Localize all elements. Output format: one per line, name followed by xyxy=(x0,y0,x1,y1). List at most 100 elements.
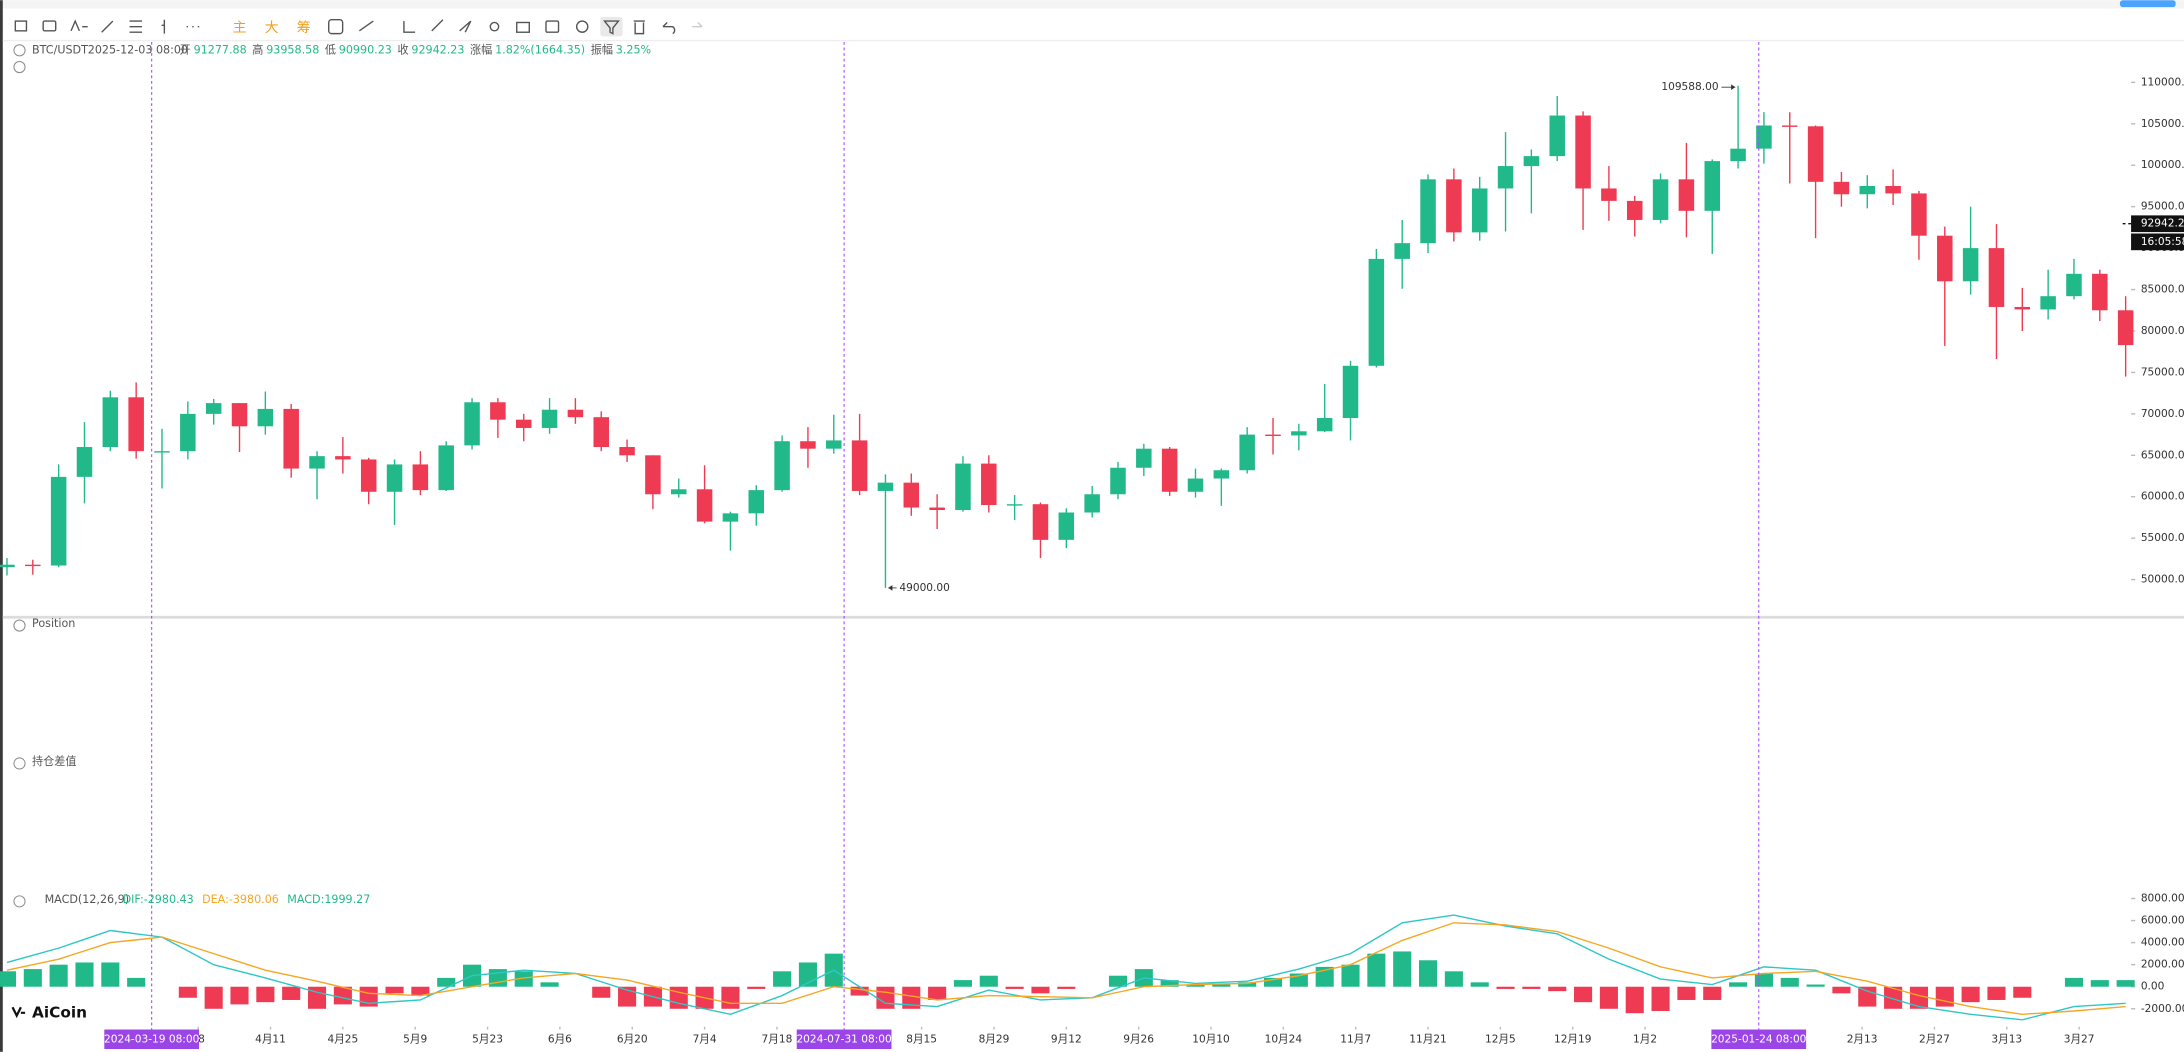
pane-label: 持仓差值 xyxy=(32,754,77,768)
info-symbol: BTC/USDT xyxy=(32,43,88,56)
histogram-bar xyxy=(902,986,921,1009)
toolbar-button[interactable]: 大 xyxy=(265,20,279,36)
histogram-bar xyxy=(979,975,998,987)
candle-body xyxy=(567,409,584,418)
tool-icon[interactable] xyxy=(662,21,676,35)
candle-body xyxy=(2117,310,2134,346)
y-tick-label: 110000.00 xyxy=(2141,76,2184,88)
candle-body xyxy=(1601,188,1617,201)
info-label: 涨幅 xyxy=(470,43,492,56)
info-fields: 开 91277.88 高 93958.58 低 90990.23 收 92942.23 涨幅 1.… xyxy=(180,42,651,56)
tool-icon[interactable] xyxy=(575,20,589,33)
candle-body xyxy=(955,463,971,511)
candle-body xyxy=(929,507,945,511)
tool-icon[interactable] xyxy=(129,20,143,33)
histogram-bar xyxy=(2013,986,2032,998)
toolbar-button[interactable]: 主 xyxy=(233,20,247,36)
histogram-bar xyxy=(669,986,688,1009)
macd-legend: DIF:-2980.43 DEA:-3980.06 MACD:1999.27 xyxy=(123,893,371,906)
histogram-bar xyxy=(204,986,223,1009)
y-tick-label: 65000.00 xyxy=(2141,449,2184,461)
candle-body xyxy=(1084,494,1100,513)
candle-body xyxy=(1187,478,1204,492)
x-tick-label: 10月10 xyxy=(1192,1033,1230,1045)
candle-body xyxy=(180,413,196,452)
tool-icon[interactable] xyxy=(431,19,444,32)
candle-body xyxy=(2014,306,2031,310)
histogram-bar xyxy=(514,971,533,987)
candle-body xyxy=(1006,504,1023,506)
collapse-icon[interactable] xyxy=(13,895,26,908)
tool-icon[interactable] xyxy=(42,20,57,32)
histogram-bar xyxy=(773,971,792,987)
histogram-bar xyxy=(437,977,456,987)
histogram-bar xyxy=(1651,986,1670,1011)
collapse-icon[interactable] xyxy=(13,619,26,632)
candle-body xyxy=(154,451,170,453)
candle-body xyxy=(283,408,299,469)
tool-icon[interactable] xyxy=(14,20,28,32)
y-tick-label: 6000.00 xyxy=(2141,915,2184,927)
info-label: 收 xyxy=(397,42,408,56)
tool-icon[interactable] xyxy=(70,19,88,32)
histogram-bar xyxy=(1470,982,1489,987)
histogram-bar xyxy=(75,962,94,987)
toolbar-button[interactable]: 筹 xyxy=(297,19,311,36)
candle-body xyxy=(1058,512,1075,540)
tool-icon[interactable] xyxy=(603,20,620,35)
histogram-bar xyxy=(1961,986,1980,1003)
x-tick-label: 5月9 xyxy=(403,1033,427,1045)
y-tick-label: 80000.00 xyxy=(2141,325,2184,337)
tool-icon[interactable] xyxy=(633,20,645,35)
histogram-bar xyxy=(928,986,947,1000)
crosshair-tag xyxy=(1711,1029,1807,1050)
tool-icon[interactable] xyxy=(459,20,472,33)
histogram-bar xyxy=(0,971,17,987)
histogram-bar xyxy=(1599,986,1618,1009)
tool-icon[interactable] xyxy=(358,20,374,32)
histogram-bar xyxy=(385,986,404,994)
collapse-icon[interactable] xyxy=(13,60,26,74)
tool-icon[interactable] xyxy=(101,20,114,33)
left-border xyxy=(0,0,3,1052)
collapse-icon[interactable] xyxy=(13,44,26,57)
histogram-bar xyxy=(747,986,766,989)
tool-icon[interactable] xyxy=(161,19,166,34)
candle-body xyxy=(360,459,377,492)
tool-icon[interactable] xyxy=(692,21,703,28)
y-tick-label: 105000.00 xyxy=(2141,118,2184,130)
info-value: 91277.88 xyxy=(194,43,247,56)
info-label: 开 xyxy=(180,43,191,56)
collapse-icon[interactable] xyxy=(13,757,26,770)
tool-icon[interactable] xyxy=(403,21,416,33)
candle-body xyxy=(774,441,790,491)
histogram-bar xyxy=(1806,984,1825,987)
tool-icon[interactable] xyxy=(545,20,560,33)
top-button[interactable] xyxy=(2119,0,2176,8)
candle-body xyxy=(231,403,248,427)
histogram-bar xyxy=(850,986,869,996)
candle-body xyxy=(412,464,429,491)
x-tick-label: 11月7 xyxy=(1340,1033,1371,1045)
info-value: 3.25% xyxy=(616,43,651,56)
x-tick-label: 12月5 xyxy=(1485,1033,1516,1045)
candle-body xyxy=(800,441,816,449)
candle-body xyxy=(1652,179,1669,220)
candle-body xyxy=(877,482,894,491)
tool-icon[interactable] xyxy=(489,21,500,32)
info-label: 低 xyxy=(325,43,336,56)
candle-body xyxy=(515,419,532,428)
info-value: 90990.23 xyxy=(339,43,392,56)
last-price-tag xyxy=(2131,215,2184,233)
candle-body xyxy=(696,489,713,522)
info-label: 高 xyxy=(252,42,263,56)
histogram-bar xyxy=(411,986,430,996)
tool-icon[interactable] xyxy=(328,18,344,35)
candle-body xyxy=(1136,448,1152,468)
candle-body xyxy=(903,482,920,508)
x-tick-label: 4月11 xyxy=(255,1033,286,1045)
tool-icon[interactable] xyxy=(516,21,530,33)
candle-body xyxy=(25,564,41,567)
